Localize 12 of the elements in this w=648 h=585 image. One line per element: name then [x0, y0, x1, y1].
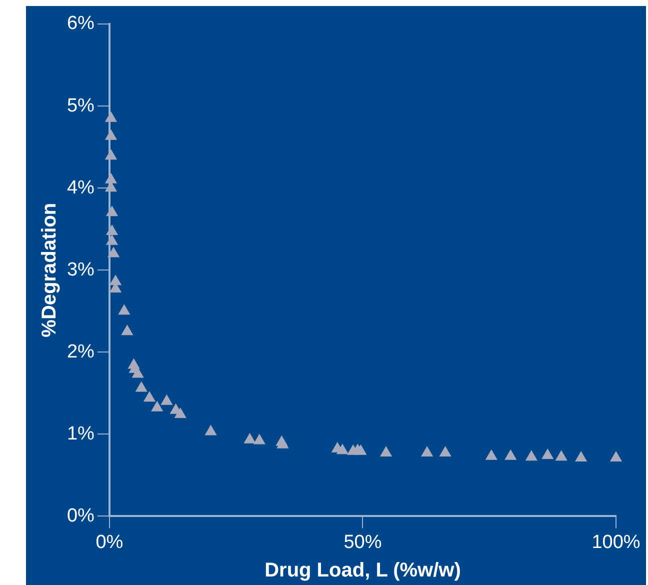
x-tick-label: 100%: [592, 532, 640, 553]
y-tick-label: 1%: [66, 423, 95, 444]
y-axis-title: %Degradation: [38, 202, 61, 338]
y-tick-label: 3%: [66, 259, 95, 280]
y-tick-label: 6%: [66, 13, 95, 34]
x-axis-title: Drug Load, L (%w/w): [264, 560, 461, 582]
x-tick-label: 50%: [344, 532, 382, 553]
y-tick-label: 2%: [66, 341, 95, 362]
x-tick-label: 0%: [96, 532, 124, 553]
y-tick-label: 5%: [66, 95, 95, 116]
y-tick-label: 0%: [66, 505, 95, 526]
y-tick-label: 4%: [66, 177, 95, 198]
